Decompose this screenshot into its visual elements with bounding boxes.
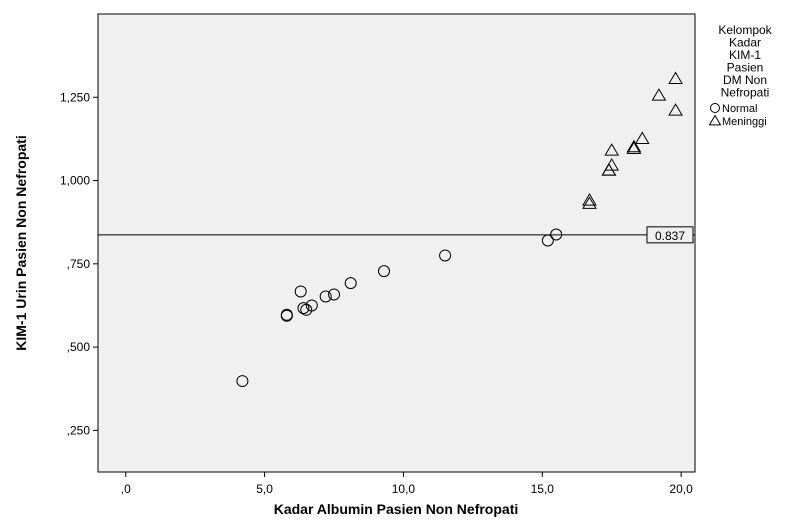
reference-line: 0.837	[98, 226, 695, 244]
point-normal	[294, 285, 307, 298]
point-meninggi	[604, 143, 620, 156]
point-normal	[378, 265, 391, 278]
legend-title-line: KIM-1	[729, 48, 761, 62]
point-normal	[439, 249, 452, 262]
legend-title-line: Kadar	[729, 36, 761, 50]
y-tick-label: ,750	[67, 257, 91, 271]
point-normal	[344, 277, 357, 290]
y-tick-label: ,500	[67, 340, 91, 354]
point-normal	[236, 375, 249, 388]
plot-area	[97, 13, 696, 473]
x-tick-label: ,0	[121, 482, 131, 496]
point-meninggi	[668, 103, 683, 116]
point-meninggi	[668, 71, 683, 85]
point-normal	[328, 288, 341, 301]
legend-marker-circle	[710, 103, 720, 113]
data-points	[236, 71, 683, 388]
legend-title-line: Kelompok	[718, 23, 772, 37]
x-tick-label: 15,0	[531, 482, 555, 496]
point-normal	[280, 309, 293, 322]
x-axis-label: Kadar Albumin Pasien Non Nefropati	[274, 501, 519, 517]
y-axis: ,250 ,500 ,750 1,000 1,250	[60, 90, 98, 437]
point-normal	[297, 302, 310, 315]
legend-item-label: Meninggi	[722, 116, 767, 128]
y-tick-label: ,250	[67, 423, 91, 437]
y-axis-label: KIM-1 Urin Pasien Non Nefropati	[13, 135, 29, 350]
point-meninggi	[604, 158, 620, 171]
reference-line-label-box	[646, 226, 694, 244]
point-meninggi	[651, 88, 667, 101]
x-axis: ,0 5,0 10,0 15,0 20,0	[121, 472, 693, 496]
x-tick-label: 10,0	[392, 482, 416, 496]
point-normal	[305, 299, 318, 312]
x-tick-label: 20,0	[669, 482, 693, 496]
point-meninggi	[634, 131, 650, 144]
point-normal	[550, 228, 563, 241]
y-tick-label: 1,250	[60, 90, 90, 104]
point-meninggi	[582, 196, 597, 209]
legend-title-line: Pasien	[727, 61, 764, 75]
legend-title-line: Nefropati	[721, 86, 770, 100]
point-meninggi	[626, 139, 642, 153]
point-meninggi	[582, 193, 597, 206]
legend-marker-triangle	[708, 114, 722, 126]
point-normal	[319, 290, 332, 303]
x-tick-label: 5,0	[256, 482, 273, 496]
reference-line-label: 0.837	[655, 229, 685, 243]
point-meninggi	[626, 141, 642, 154]
legend-title-line: DM Non	[723, 73, 767, 87]
y-tick-label: 1,000	[60, 174, 90, 188]
point-normal	[541, 234, 554, 247]
legend-item-label: Normal	[722, 103, 757, 115]
